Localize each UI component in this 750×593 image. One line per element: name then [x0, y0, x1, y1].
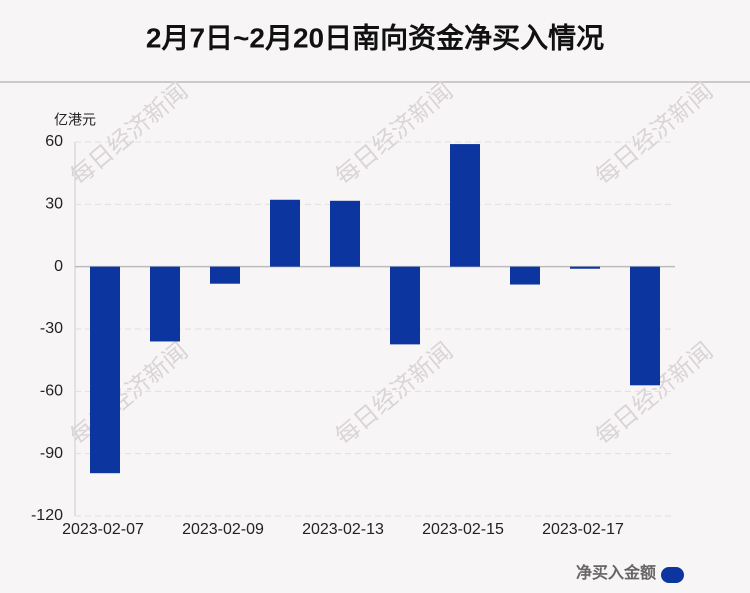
bar — [450, 144, 480, 267]
chart-title: 2月7日~2月20日南向资金净买入情况 — [146, 21, 604, 53]
y-tick-label: -120 — [31, 507, 63, 524]
x-tick-label: 2023-02-09 — [182, 521, 264, 538]
bar — [390, 266, 420, 345]
bar — [150, 266, 180, 342]
legend-label: 净买入金额 — [576, 563, 656, 582]
bar — [90, 266, 120, 474]
y-tick-label: 30 — [45, 196, 63, 213]
y-tick-label: 60 — [45, 133, 63, 150]
x-tick-label: 2023-02-07 — [62, 521, 144, 538]
bar — [270, 199, 300, 267]
bar — [630, 266, 660, 386]
x-tick-label: 2023-02-13 — [302, 521, 384, 538]
bar — [570, 266, 600, 269]
bar — [510, 266, 540, 285]
y-tick-label: -90 — [40, 445, 63, 462]
legend-swatch — [661, 567, 684, 583]
y-tick-label: -30 — [40, 320, 63, 337]
y-tick-label: 0 — [54, 258, 63, 275]
bar — [330, 200, 360, 267]
x-tick-label: 2023-02-15 — [422, 521, 504, 538]
y-axis-label: 亿港元 — [54, 112, 96, 128]
bar — [210, 266, 240, 284]
y-tick-label: -60 — [40, 383, 63, 400]
x-tick-label: 2023-02-17 — [542, 521, 624, 538]
